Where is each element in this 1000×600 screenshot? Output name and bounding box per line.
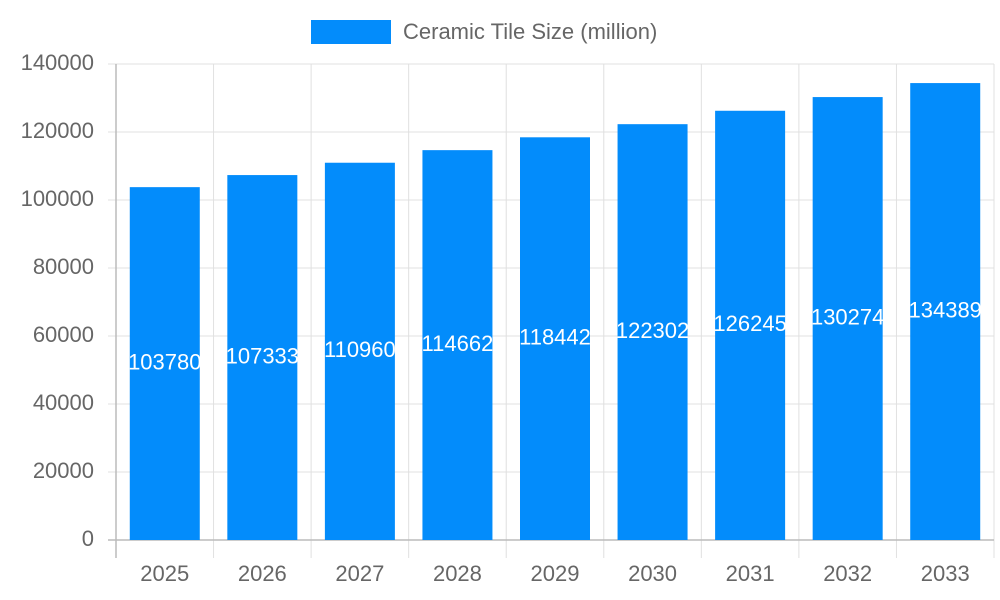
y-tick-label: 100000 bbox=[21, 186, 94, 211]
bar bbox=[227, 175, 298, 540]
y-tick-label: 0 bbox=[82, 526, 94, 551]
x-tick-label: 2033 bbox=[921, 561, 970, 586]
bar bbox=[812, 97, 883, 541]
x-tick-label: 2025 bbox=[140, 561, 189, 586]
value-label: 110960 bbox=[324, 337, 396, 362]
bar bbox=[617, 124, 688, 540]
x-tick-label: 2026 bbox=[238, 561, 287, 586]
x-tick-label: 2027 bbox=[335, 561, 384, 586]
legend-swatch bbox=[311, 20, 391, 44]
bar bbox=[324, 162, 395, 540]
value-label: 114662 bbox=[422, 331, 494, 356]
x-tick-label: 2028 bbox=[433, 561, 482, 586]
value-label: 130274 bbox=[811, 304, 884, 329]
bar bbox=[910, 83, 981, 541]
value-label: 103780 bbox=[128, 349, 201, 374]
bar bbox=[520, 137, 590, 541]
value-label: 126245 bbox=[713, 311, 786, 336]
y-tick-label: 60000 bbox=[33, 322, 94, 347]
y-tick-label: 140000 bbox=[21, 50, 94, 75]
value-label: 122302 bbox=[616, 318, 689, 343]
value-label: 107333 bbox=[226, 343, 299, 368]
y-tick-label: 120000 bbox=[21, 118, 94, 143]
y-tick-label: 40000 bbox=[33, 390, 94, 415]
value-label: 134389 bbox=[909, 297, 982, 322]
bar bbox=[129, 187, 200, 540]
y-tick-label: 80000 bbox=[33, 254, 94, 279]
x-tick-label: 2031 bbox=[726, 561, 775, 586]
legend-label: Ceramic Tile Size (million) bbox=[403, 19, 657, 44]
bar bbox=[715, 110, 786, 540]
value-label: 118442 bbox=[519, 324, 591, 349]
x-tick-label: 2030 bbox=[628, 561, 677, 586]
x-tick-label: 2029 bbox=[531, 561, 580, 586]
y-tick-label: 20000 bbox=[33, 458, 94, 483]
bar bbox=[422, 150, 493, 540]
x-tick-label: 2032 bbox=[823, 561, 872, 586]
